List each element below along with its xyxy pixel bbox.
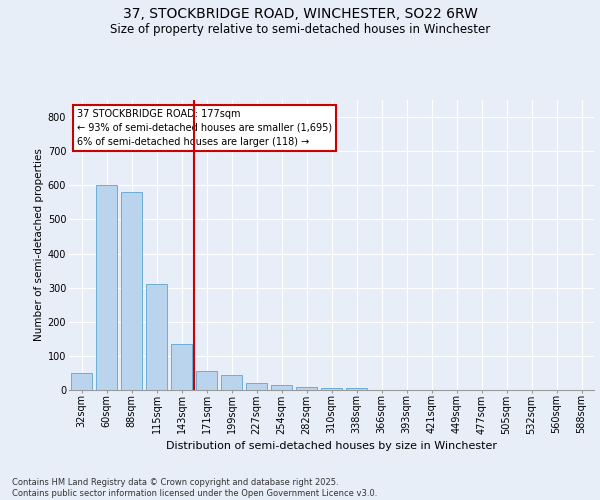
Bar bbox=[346, 388, 367, 390]
Bar bbox=[196, 371, 217, 390]
Y-axis label: Number of semi-detached properties: Number of semi-detached properties bbox=[34, 148, 44, 342]
Bar bbox=[296, 386, 317, 390]
Bar bbox=[121, 192, 142, 390]
Text: 37 STOCKBRIDGE ROAD: 177sqm
← 93% of semi-detached houses are smaller (1,695)
6%: 37 STOCKBRIDGE ROAD: 177sqm ← 93% of sem… bbox=[77, 108, 332, 146]
Text: Contains HM Land Registry data © Crown copyright and database right 2025.
Contai: Contains HM Land Registry data © Crown c… bbox=[12, 478, 377, 498]
Bar bbox=[221, 374, 242, 390]
Bar bbox=[146, 284, 167, 390]
Bar bbox=[271, 385, 292, 390]
Text: Size of property relative to semi-detached houses in Winchester: Size of property relative to semi-detach… bbox=[110, 22, 490, 36]
Text: 37, STOCKBRIDGE ROAD, WINCHESTER, SO22 6RW: 37, STOCKBRIDGE ROAD, WINCHESTER, SO22 6… bbox=[122, 8, 478, 22]
Bar bbox=[71, 373, 92, 390]
Bar bbox=[171, 344, 192, 390]
X-axis label: Distribution of semi-detached houses by size in Winchester: Distribution of semi-detached houses by … bbox=[166, 440, 497, 450]
Bar bbox=[246, 383, 267, 390]
Bar bbox=[321, 388, 342, 390]
Bar bbox=[96, 186, 117, 390]
